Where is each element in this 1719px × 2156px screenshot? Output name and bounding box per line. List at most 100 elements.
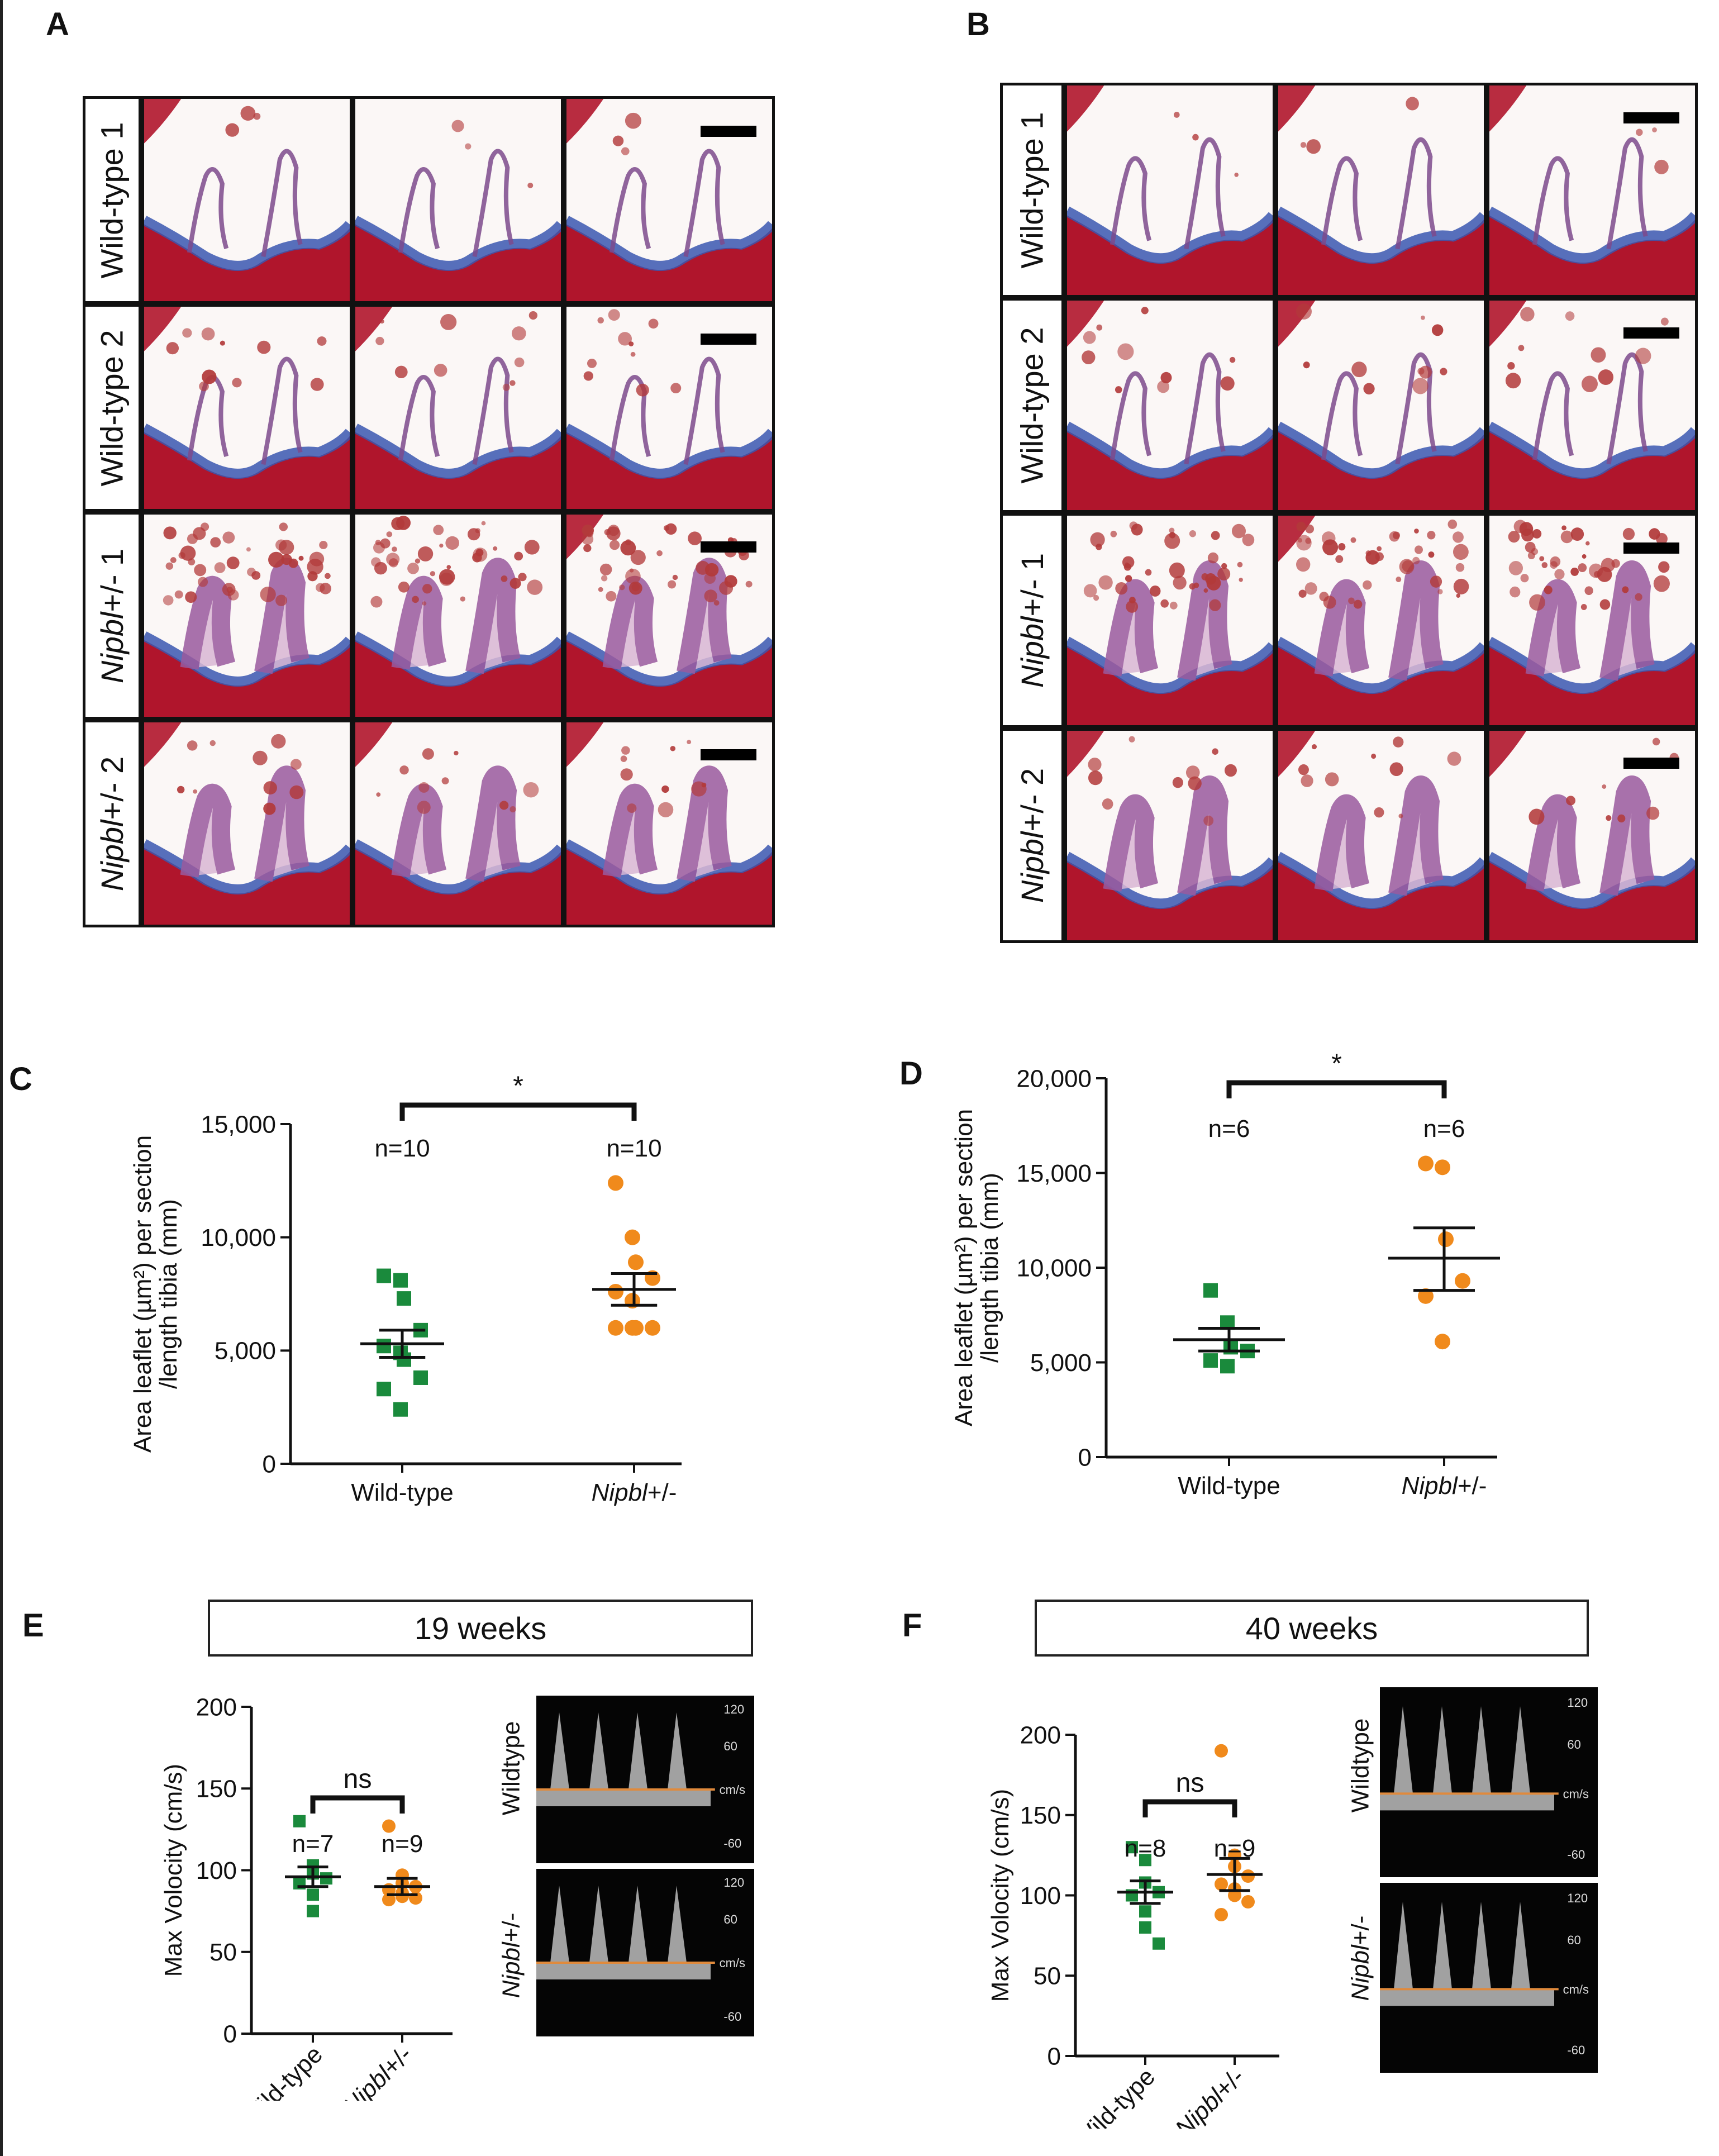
muscle-tissue: [355, 224, 561, 301]
muscle-tissue: [1067, 430, 1273, 510]
data-point-nipbl: [1228, 1888, 1241, 1902]
blood-cell-cluster: [1298, 589, 1307, 598]
blood-cell-cluster: [290, 759, 302, 770]
doppler-unit-label: cm/s: [1563, 1787, 1589, 1801]
blood-cell-cluster: [612, 135, 624, 146]
category-label-suffix: +/-: [1458, 1472, 1487, 1500]
blood-cell-cluster: [502, 383, 510, 391]
blood-cell-cluster: [1209, 599, 1221, 611]
blood-cell-cluster: [1096, 324, 1103, 331]
blood-cell-cluster: [587, 359, 597, 368]
y-tick-label: 200: [1020, 1721, 1061, 1749]
blood-cell-cluster: [465, 143, 472, 150]
blood-cell-cluster: [187, 740, 198, 751]
blood-cell-cluster: [1375, 552, 1384, 561]
blood-cell-cluster: [1393, 736, 1404, 748]
data-point-nipbl: [1215, 1744, 1228, 1758]
blood-cell-cluster: [1122, 556, 1135, 569]
valve-leaflet: [1606, 352, 1648, 465]
blood-cell-cluster: [527, 579, 543, 595]
blood-cell-cluster: [1189, 530, 1197, 537]
histology-tile: [1487, 298, 1698, 513]
blood-cell-cluster: [1636, 128, 1643, 136]
title-40-weeks: 40 weeks: [1035, 1600, 1589, 1657]
blood-cell-cluster: [1658, 561, 1670, 573]
y-tick-label: 0: [223, 2020, 237, 2048]
collagen-band: [1489, 421, 1695, 479]
doppler-scale-label: -60: [1567, 1848, 1585, 1862]
data-point-nipbl: [1435, 1334, 1450, 1350]
muscle-tissue: [1067, 860, 1273, 940]
y-tick-label: 150: [196, 1776, 237, 1803]
scale-bar: [701, 541, 756, 553]
blood-cell-cluster: [691, 781, 707, 797]
n-label: n=10: [374, 1135, 430, 1162]
blood-cell-cluster: [446, 565, 451, 569]
data-point-nipbl: [628, 1254, 644, 1270]
blood-cell-cluster: [619, 584, 625, 591]
blood-cell-cluster: [509, 806, 516, 813]
blood-cell-cluster: [1453, 544, 1469, 560]
y-axis-label-line1: Area leaflet (µm²) per section: [950, 1109, 978, 1426]
blood-cell-cluster: [1453, 578, 1469, 594]
blood-cell-cluster: [380, 538, 391, 549]
histology-grid-a: Wild-type 1 Wild-type 2 Nipbl+/- 1 Nipbl+/-…: [83, 96, 775, 927]
histology-stain-image: [1278, 85, 1484, 295]
blood-cell-cluster: [688, 531, 702, 545]
blood-cell-cluster: [1150, 586, 1161, 597]
blood-cell-cluster: [1083, 331, 1096, 344]
row-label-text: Nipbl+/- 2: [1014, 768, 1050, 903]
data-point-nipbl: [1241, 1895, 1255, 1908]
y-tick-label: 100: [196, 1857, 237, 1884]
blood-cell-cluster: [1398, 813, 1403, 818]
blood-cell-cluster: [275, 539, 287, 551]
data-point-wildtype: [1126, 1841, 1138, 1854]
collagen-band: [1067, 206, 1273, 264]
blood-cell-cluster: [1296, 303, 1312, 320]
blood-cell-cluster: [658, 802, 674, 817]
blood-cell-cluster: [200, 522, 209, 531]
blood-cell-cluster: [1431, 324, 1444, 336]
row-label-4: Nipbl+/- 2: [1000, 728, 1064, 943]
blood-cell-cluster: [310, 378, 324, 391]
data-point-wildtype: [397, 1352, 411, 1367]
blood-cell-cluster: [1353, 599, 1363, 609]
blood-cell-cluster: [481, 521, 486, 526]
valve-leaflet: [1388, 560, 1444, 681]
blood-cell-cluster: [1597, 567, 1612, 582]
doppler-scale-label: -60: [1567, 2043, 1585, 2057]
blood-cell-cluster: [325, 573, 331, 579]
blood-cell-cluster: [441, 777, 449, 784]
blood-cell-cluster: [1321, 531, 1336, 546]
collagen-band: [144, 423, 350, 479]
vessel-wall: [144, 307, 182, 351]
blood-cell-cluster: [1532, 529, 1542, 539]
significance-label: *: [1331, 1050, 1342, 1079]
data-point-wildtype: [397, 1291, 411, 1306]
histology-tile: [1064, 513, 1275, 728]
chart-f-max-velocity: 0 50 100 150 200 Max Volocity (cm/s) n=8 Wild-t…: [983, 1643, 1352, 2155]
histology-tile: [1064, 83, 1275, 298]
row-label-suffix: +/- 2: [1015, 768, 1050, 832]
muscle-tissue: [566, 640, 772, 717]
row-label-italic: Nipbl: [1015, 831, 1050, 903]
histology-tile: [1064, 728, 1275, 943]
valve-leaflet: [609, 375, 651, 461]
histology-grid-b: Wild-type 1 Wild-type 2 Nipbl+/- 1 Nipbl+/-…: [1000, 83, 1698, 943]
blood-cell-cluster: [193, 789, 198, 794]
blood-cell-cluster: [317, 336, 327, 346]
title-40-weeks-text: 40 weeks: [1245, 1610, 1378, 1646]
blood-cell-cluster: [1541, 562, 1548, 568]
blood-cell-cluster: [1415, 545, 1423, 554]
data-point-nipbl: [1241, 1869, 1255, 1883]
blood-cell-cluster: [1396, 577, 1402, 583]
blood-cell-cluster: [1437, 589, 1443, 594]
valve-leaflet: [602, 784, 658, 878]
blood-cell-cluster: [422, 601, 427, 606]
blood-cell-cluster: [1237, 561, 1243, 568]
valve-leaflet: [602, 576, 658, 670]
blood-cell-cluster: [1338, 543, 1346, 551]
blood-cell-cluster: [260, 586, 276, 602]
valve-leaflet: [180, 784, 236, 878]
blood-cell-cluster: [386, 553, 400, 566]
